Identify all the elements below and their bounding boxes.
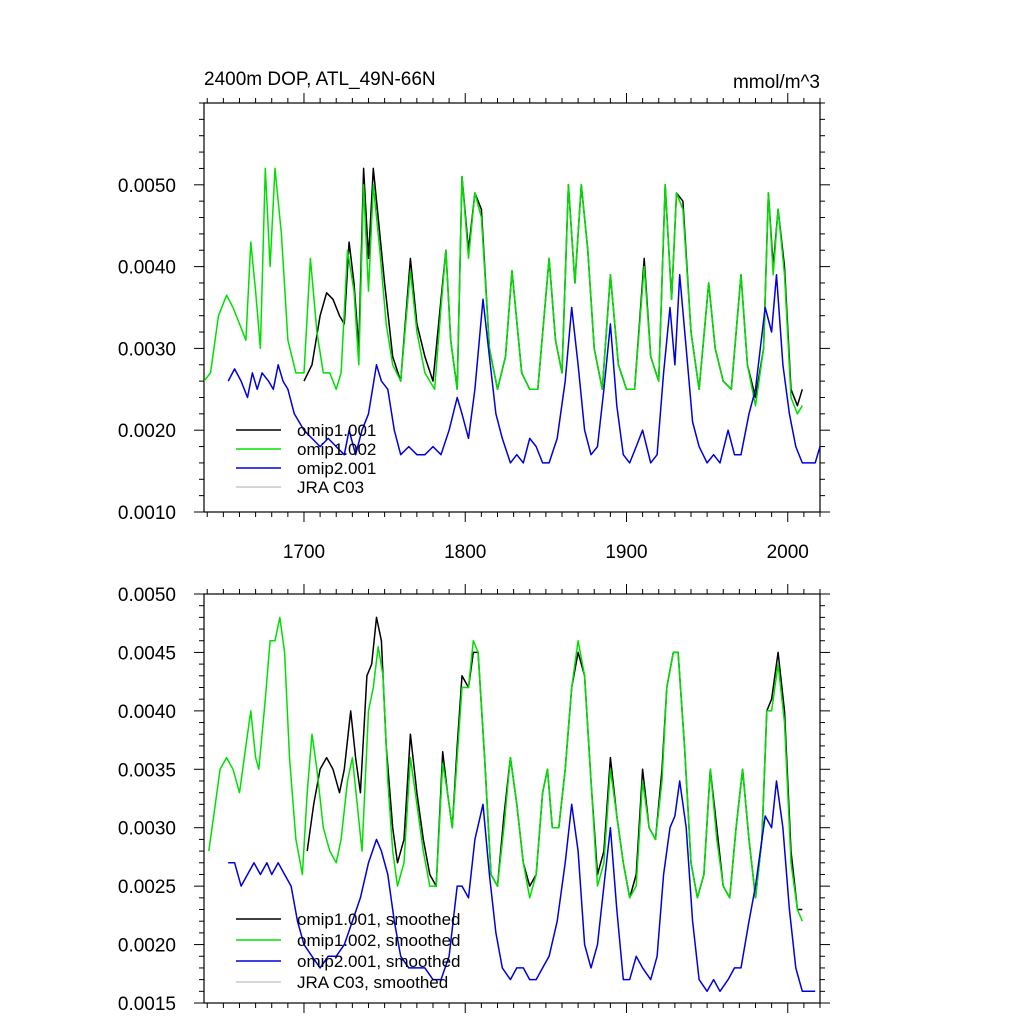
- y-tick-label: 0.0015: [118, 994, 176, 1015]
- plot-frame: [203, 102, 821, 513]
- y-tick-label: 0.0035: [118, 760, 176, 781]
- plot-frame: [203, 593, 821, 1004]
- x-tick-label: 1800: [444, 542, 486, 563]
- x-tick-label: 2000: [767, 542, 809, 563]
- y-tick-label: 0.0040: [118, 702, 176, 723]
- series-layer: [204, 167, 820, 464]
- legend-label: JRA C03: [297, 478, 364, 497]
- y-tick-label: 0.0025: [118, 877, 176, 898]
- y-tick-label: 0.0045: [118, 643, 176, 664]
- units-label: mmol/m^3: [733, 72, 820, 93]
- y-tick-label: 0.0020: [118, 421, 176, 442]
- series-line-3: [227, 274, 820, 464]
- legend-label: omip1.002, smoothed: [297, 931, 461, 950]
- y-tick-label: 0.0010: [118, 503, 176, 524]
- series-line-3: [228, 780, 816, 993]
- y-tick-label: 0.0050: [118, 176, 176, 197]
- legend-label: omip2.001, smoothed: [297, 952, 461, 971]
- legend-label: omip1.002: [297, 440, 376, 459]
- legend-label: omip2.001: [297, 459, 376, 478]
- series-layer: [208, 616, 816, 993]
- legend-label: omip1.001, smoothed: [297, 910, 461, 929]
- legend-label: omip1.001: [297, 421, 376, 440]
- x-tick-label: 1700: [283, 542, 325, 563]
- series-line-2: [208, 616, 803, 922]
- top-panel: 1700 1800 1900 2000 0.0010 0.0020 0.0030 0.0040…: [118, 93, 830, 563]
- y-tick-label: 0.0030: [118, 339, 176, 360]
- x-tick-label: 1900: [605, 542, 647, 563]
- legend-label: JRA C03, smoothed: [297, 973, 448, 992]
- y-tick-label: 0.0020: [118, 936, 176, 957]
- y-tick-label: 0.0050: [118, 585, 176, 606]
- bottom-panel: 0.0015 0.0020 0.0025 0.0030 0.0035 0.0040 0.00…: [118, 584, 830, 1015]
- chart-title: 2400m DOP, ATL_49N-66N: [204, 69, 436, 90]
- y-tick-label: 0.0030: [118, 819, 176, 840]
- series-line-2: [204, 167, 803, 415]
- y-tick-label: 0.0040: [118, 258, 176, 279]
